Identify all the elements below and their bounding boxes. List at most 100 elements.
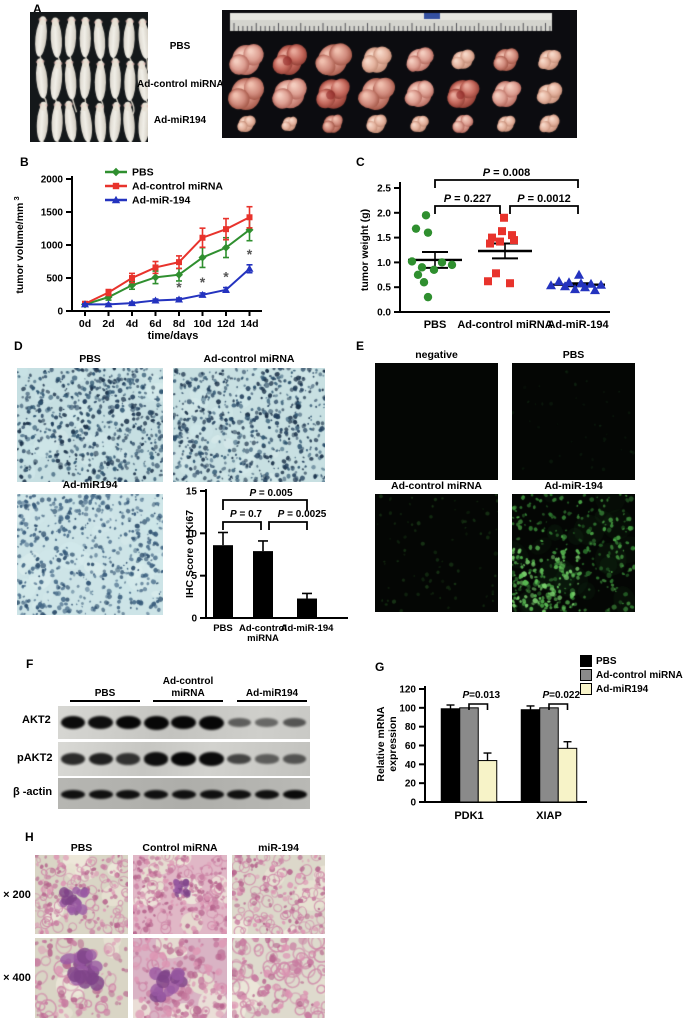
svg-text:0: 0 [191, 614, 197, 625]
panel-e-label: E [356, 339, 365, 353]
blot-group-pbs: PBS [94, 688, 116, 699]
hist-image-mir194-400 [232, 938, 325, 1018]
svg-text:100: 100 [399, 703, 416, 714]
protein-band [88, 715, 114, 730]
mice-photo [30, 12, 148, 142]
blot-group-underline-3 [237, 700, 307, 702]
svg-text:miRNA: miRNA [247, 633, 279, 644]
svg-text:Ad-control miRNA: Ad-control miRNA [457, 319, 552, 331]
svg-text:2000: 2000 [41, 175, 64, 186]
legend-swatch-pbs [580, 655, 592, 667]
svg-text:2.5: 2.5 [377, 184, 391, 195]
svg-text:6d: 6d [149, 318, 161, 330]
svg-text:80: 80 [405, 722, 417, 733]
svg-text:10d: 10d [193, 318, 211, 330]
svg-text:P = 0.7: P = 0.7 [230, 509, 262, 520]
svg-text:*: * [176, 279, 182, 295]
legend-label-ad-control: Ad-control miRNA [596, 669, 683, 681]
protein-band [227, 789, 252, 800]
svg-text:20: 20 [405, 779, 417, 790]
treatment-label-ad-mir194: Ad-miR194 [153, 115, 207, 126]
protein-band [199, 715, 224, 730]
fluo-label-negative: negative [415, 349, 458, 361]
hist-image-pbs-200 [35, 855, 128, 934]
panel-c-label: C [356, 155, 365, 169]
protein-band [116, 753, 141, 765]
mrna-chart-legend: PBS Ad-control miRNA Ad-miR194 [580, 655, 683, 695]
fluo-label-pbs: PBS [562, 349, 585, 361]
svg-text:40: 40 [405, 760, 417, 771]
legend-swatch-ad-mir194 [580, 683, 592, 695]
svg-text:*: * [247, 246, 253, 262]
svg-text:120: 120 [399, 685, 416, 696]
protein-band [199, 789, 224, 800]
legend-label-ad-mir194: Ad-miR194 [596, 683, 649, 695]
magnification-label-200: × 200 [3, 889, 31, 901]
svg-text:10: 10 [186, 529, 197, 540]
western-blot-pakt2 [58, 742, 310, 776]
hist-image-control-400 [133, 938, 227, 1018]
svg-text:tumor volume/mm 3: tumor volume/mm 3 [12, 196, 26, 293]
blot-row-label-akt2: AKT2 [22, 714, 51, 726]
protein-band [88, 752, 113, 766]
magnification-label-400: × 400 [3, 972, 31, 984]
svg-text:time/days: time/days [148, 330, 199, 340]
hist-image-control-200 [133, 855, 227, 934]
svg-text:15: 15 [186, 487, 197, 498]
legend-item-pbs: PBS [580, 655, 683, 667]
protein-band [88, 789, 113, 800]
protein-band [116, 789, 141, 800]
blot-group-ad-control-line2: miRNA [171, 688, 205, 699]
svg-text:Ad-miR-194: Ad-miR-194 [547, 319, 609, 331]
protein-band [115, 715, 141, 730]
svg-text:P=0.013: P=0.013 [462, 690, 500, 701]
protein-band [60, 715, 86, 730]
ihc-label-pbs: PBS [79, 353, 101, 365]
tumor-weight-chart: 0.0 0.5 1.0 1.5 2.0 2.5 tumor weight (g) PBS Ad-… [359, 167, 610, 331]
svg-text:PBS: PBS [424, 319, 447, 331]
fluo-image-pbs [512, 363, 635, 480]
blot-group-ad-control-line1: Ad-control [162, 676, 214, 687]
svg-text:0.0: 0.0 [377, 308, 391, 319]
legend-item-ad-control: Ad-control miRNA [580, 669, 683, 681]
svg-text:P = 0.005: P = 0.005 [249, 488, 293, 499]
svg-text:*: * [223, 269, 229, 285]
protein-band [227, 717, 251, 728]
blot-group-ad-mir194: Ad-miR194 [245, 688, 299, 699]
panel-f-label: F [26, 657, 34, 671]
hist-col-label-pbs: PBS [70, 842, 93, 854]
svg-text:1.0: 1.0 [377, 258, 391, 269]
protein-band [255, 718, 279, 727]
western-blot-akt2 [58, 706, 310, 739]
legend-swatch-ad-control [580, 669, 592, 681]
svg-text:P = 0.0025: P = 0.0025 [278, 509, 327, 520]
svg-text:60: 60 [405, 741, 417, 752]
western-blot-bactin [58, 778, 310, 809]
protein-band [282, 789, 307, 800]
svg-text:2d: 2d [102, 318, 114, 330]
panel-h-label: H [25, 830, 34, 844]
svg-text:tumor weight (g): tumor weight (g) [359, 209, 371, 291]
svg-text:P = 0.227: P = 0.227 [444, 193, 491, 205]
svg-text:0.5: 0.5 [377, 283, 391, 294]
hist-col-label-control: Control miRNA [142, 842, 218, 854]
svg-text:12d: 12d [217, 318, 235, 330]
svg-text:1000: 1000 [41, 241, 64, 252]
tumor-volume-chart: 0 500 1000 1500 2000 0d 2d 4d 6d 8d 10d 12d 14d time/… [12, 167, 262, 340]
hist-image-mir194-200 [232, 855, 325, 934]
svg-text:Ad-control miRNA: Ad-control miRNA [132, 181, 223, 193]
ihc-image-ad-mir194 [17, 494, 163, 615]
svg-text:0: 0 [57, 307, 63, 318]
protein-band [144, 789, 169, 800]
blot-group-underline-1 [70, 700, 140, 702]
svg-text:*: * [200, 274, 206, 290]
svg-text:expression: expression [387, 716, 399, 771]
svg-text:Ad-control: Ad-control [239, 623, 287, 634]
svg-text:P=0.022: P=0.022 [542, 690, 580, 701]
protein-band [60, 753, 86, 765]
svg-text:8d: 8d [173, 318, 185, 330]
legend-label-pbs: PBS [596, 655, 617, 667]
svg-text:Ad-miR-194: Ad-miR-194 [281, 623, 335, 634]
